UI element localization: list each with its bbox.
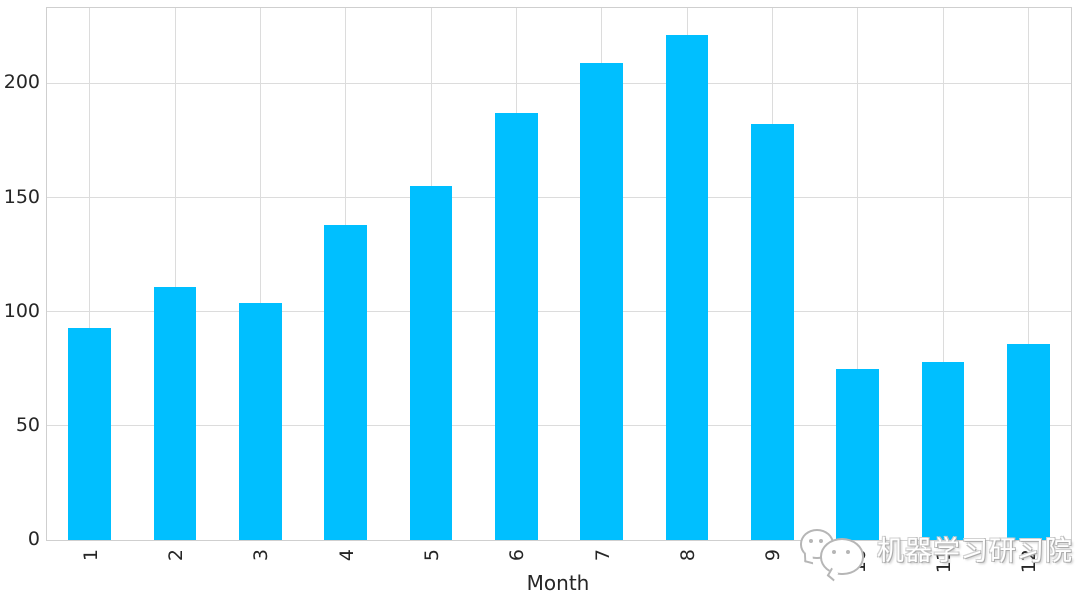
gridline-y-200	[47, 82, 1071, 84]
bar-month-10	[836, 368, 879, 540]
bar-month-4	[324, 224, 367, 540]
y-tick-50: 50	[15, 413, 40, 436]
x-tick-9: 9	[762, 549, 785, 562]
watermark: 机器学习研习院	[799, 527, 1073, 582]
x-tick-1: 1	[79, 549, 102, 562]
gridline-x-12	[1027, 8, 1029, 540]
x-tick-3: 3	[250, 549, 273, 562]
gridline-x-1	[89, 8, 91, 540]
plot-area	[46, 7, 1072, 541]
bar-month-3	[239, 302, 282, 540]
x-tick-4: 4	[335, 549, 358, 562]
x-tick-8: 8	[677, 549, 699, 562]
wechat-icon	[799, 527, 877, 582]
gridline-y-150	[47, 197, 1071, 199]
y-tick-0: 0	[27, 528, 40, 550]
gridline-x-10	[857, 8, 859, 540]
x-tick-7: 7	[591, 549, 614, 562]
wechat-bubble-big	[820, 538, 864, 582]
bar-month-8	[665, 35, 709, 540]
bar-month-2	[153, 286, 197, 540]
bar-month-9	[751, 124, 794, 540]
x-tick-5: 5	[421, 549, 443, 562]
x-axis-title: Month	[526, 571, 590, 595]
y-tick-100: 100	[3, 299, 40, 322]
gridline-x-11	[942, 8, 944, 540]
gridline-x-3	[259, 8, 261, 540]
bar-month-11	[921, 361, 965, 540]
bar-month-1	[68, 327, 111, 540]
bar-month-5	[409, 186, 453, 540]
bar-month-7	[580, 62, 623, 540]
watermark-text: 机器学习研习院	[877, 536, 1073, 567]
gridline-y-50	[47, 425, 1071, 427]
x-tick-6: 6	[506, 549, 529, 562]
x-tick-2: 2	[165, 549, 187, 562]
y-tick-200: 200	[3, 71, 40, 94]
gridline-y-100	[47, 311, 1071, 313]
bar-month-12	[1007, 343, 1050, 540]
bar-month-6	[495, 113, 538, 540]
gridline-x-2	[174, 8, 176, 540]
y-tick-150: 150	[3, 185, 40, 208]
